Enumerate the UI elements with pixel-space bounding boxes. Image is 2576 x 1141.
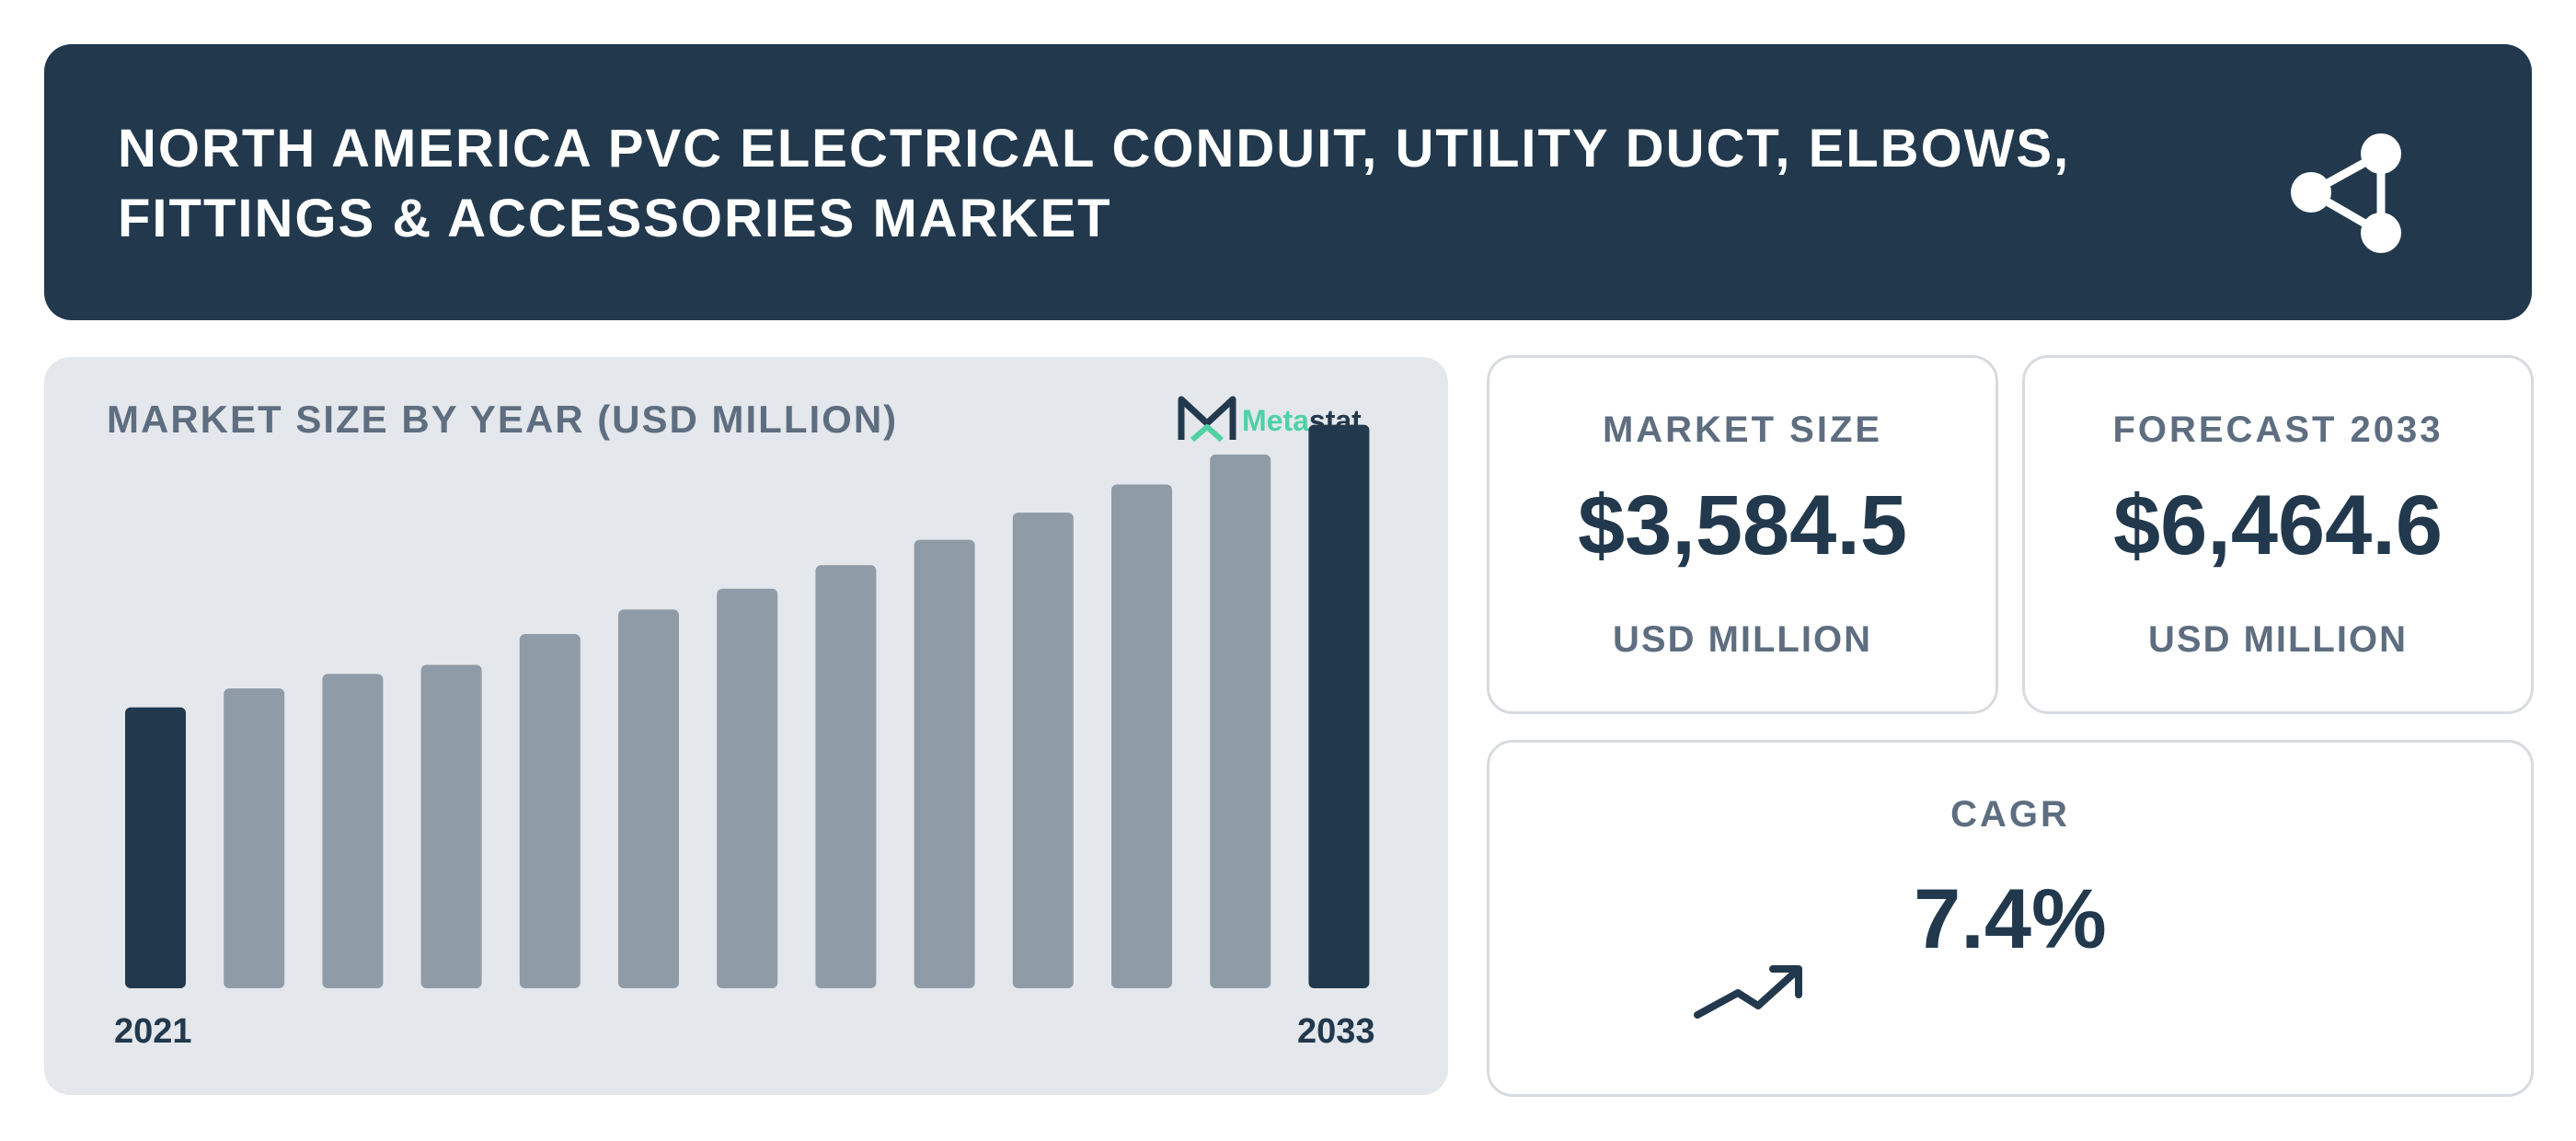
bar-2031 bbox=[1111, 484, 1172, 988]
market-size-label: MARKET SIZE bbox=[1602, 409, 1883, 450]
bar-chart bbox=[125, 424, 1370, 988]
bar-2029 bbox=[914, 539, 975, 988]
bar-2022 bbox=[224, 688, 285, 988]
page-title: NORTH AMERICA PVC ELECTRICAL CONDUIT, UT… bbox=[118, 119, 2071, 248]
bar-2030 bbox=[1012, 513, 1074, 988]
bar-2033 bbox=[1308, 424, 1370, 988]
header-banner: NORTH AMERICA PVC ELECTRICAL CONDUIT, UT… bbox=[44, 44, 2532, 320]
market-size-value: $3,584.5 bbox=[1577, 478, 1908, 572]
bar-2025 bbox=[519, 634, 581, 988]
forecast-card: FORECAST 2033 $6,464.6 USD MILLION bbox=[2022, 355, 2534, 714]
trend-up-icon bbox=[1694, 965, 1802, 1019]
forecast-label: FORECAST 2033 bbox=[2112, 409, 2444, 450]
market-size-chart-card: MARKET SIZE BY YEAR (USD MILLION) Metast… bbox=[44, 357, 1448, 1095]
x-tick-label-first: 2021 bbox=[114, 1012, 192, 1051]
market-size-unit: USD MILLION bbox=[1613, 619, 1872, 660]
x-tick-label-last: 2033 bbox=[1297, 1012, 1375, 1051]
bar-2023 bbox=[322, 674, 384, 988]
forecast-value: $6,464.6 bbox=[2112, 478, 2444, 572]
metastat-logo-icon bbox=[1178, 396, 1236, 443]
bar-2027 bbox=[717, 588, 778, 988]
cagr-label: CAGR bbox=[1950, 794, 2070, 835]
cagr-value: 7.4% bbox=[1914, 872, 2107, 966]
cagr-card: CAGR 7.4% bbox=[1487, 740, 2534, 1097]
market-size-card: MARKET SIZE $3,584.5 USD MILLION bbox=[1487, 355, 1998, 714]
forecast-unit: USD MILLION bbox=[2148, 619, 2408, 660]
bar-2032 bbox=[1210, 455, 1271, 988]
bar-2028 bbox=[815, 565, 877, 988]
bar-2024 bbox=[420, 664, 482, 988]
bar-2021 bbox=[125, 707, 186, 988]
share-icon[interactable] bbox=[2269, 121, 2416, 268]
chart-title: MARKET SIZE BY YEAR (USD MILLION) bbox=[107, 398, 899, 441]
bar-2026 bbox=[618, 609, 679, 988]
